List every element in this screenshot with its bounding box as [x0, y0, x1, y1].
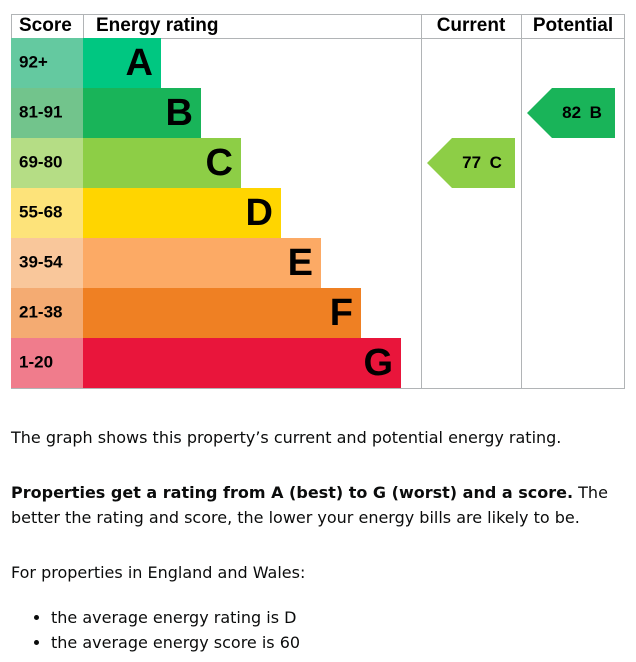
current-letter: C: [490, 153, 502, 172]
paragraph: Properties get a rating from A (best) to…: [11, 480, 626, 530]
column-header: Current: [437, 15, 506, 36]
bullet: the average energy score is 60: [51, 630, 626, 655]
score-cell: [11, 188, 83, 238]
bullet-list: the average energy rating is D the avera…: [11, 605, 626, 655]
score-cell: [11, 238, 83, 288]
potential-arrow: [527, 88, 615, 138]
rating-bar: [83, 288, 361, 338]
rating-bar: [83, 38, 161, 88]
score-range: 55-68: [19, 202, 62, 221]
score-range: 92+: [19, 52, 48, 71]
score-range: 21-38: [19, 302, 62, 321]
current-arrow: [427, 138, 515, 188]
potential-score: 82: [562, 103, 581, 122]
rating-bar: [83, 138, 241, 188]
score-cell: [11, 38, 83, 88]
potential-label: 82 B: [562, 103, 602, 122]
score-cell: [11, 288, 83, 338]
potential-letter: B: [590, 103, 602, 122]
current-label: 77 C: [462, 153, 502, 172]
rating-bar: [83, 338, 401, 388]
column-header: Energy rating: [96, 15, 218, 36]
score-range: 1-20: [19, 352, 53, 371]
score-range: 81-91: [19, 102, 62, 121]
bold-text: Properties get a rating from A (best) to…: [11, 483, 574, 502]
column-header: Potential: [533, 15, 613, 36]
rating-letter: F: [330, 292, 353, 334]
text: The better the rating and score, the low…: [11, 483, 608, 527]
rating-bar: [83, 88, 201, 138]
score-range: 69-80: [19, 152, 62, 171]
bullet: the average energy rating is D: [51, 605, 626, 630]
rating-letter: D: [246, 192, 273, 234]
paragraph: The graph shows this property’s current …: [11, 428, 562, 447]
paragraph: For properties in England and Wales:: [11, 563, 306, 582]
rating-letter: E: [288, 242, 313, 284]
column-header: Score: [19, 15, 72, 36]
rating-letter: B: [166, 92, 193, 134]
rating-letter: G: [363, 342, 393, 384]
score-cell: [11, 88, 83, 138]
rating-letter: A: [126, 42, 153, 84]
score-cell: [11, 338, 83, 388]
rating-bar: [83, 238, 321, 288]
epc-chart: Score Energy rating Current Potential 92+ A 81…: [11, 14, 625, 389]
score-cell: [11, 138, 83, 188]
rating-letter: C: [206, 142, 233, 184]
rating-bar: [83, 188, 281, 238]
score-range: 39-54: [19, 252, 63, 271]
current-score: 77: [462, 153, 481, 172]
